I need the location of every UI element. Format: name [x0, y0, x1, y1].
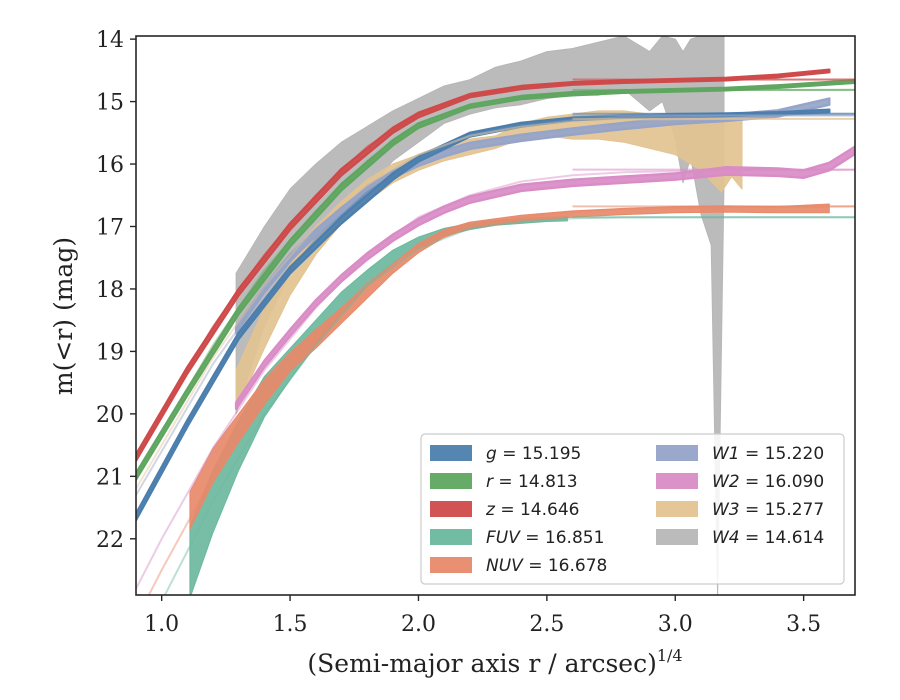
legend-swatch: [656, 529, 698, 545]
legend-label: NUV = 16.678: [486, 556, 607, 576]
y-tick-label: 16: [96, 153, 124, 178]
y-tick-label: 22: [96, 528, 124, 553]
legend-label: g = 15.195: [486, 444, 581, 464]
legend-swatch: [430, 529, 472, 545]
model-curve: [147, 205, 855, 595]
legend-label: z = 14.646: [485, 500, 579, 520]
series-band: [234, 145, 855, 411]
y-tick-label: 18: [96, 278, 124, 303]
legend: g = 15.195 r = 14.813 z = 14.646 FUV = 16.8…: [420, 433, 845, 585]
x-axis-label: (Semi-major axis r / arcsec)1/4: [307, 646, 682, 678]
x-tick-label: 2.0: [401, 612, 436, 637]
legend-swatch: [656, 445, 698, 461]
legend-label: FUV = 16.851: [486, 528, 604, 548]
series-bands: [136, 36, 855, 595]
legend-label: W1 = 15.220: [712, 444, 824, 464]
x-tick-label: 2.5: [529, 612, 564, 637]
legend-swatch: [656, 473, 698, 489]
legend-label: W4 = 14.614: [712, 528, 824, 548]
y-tick-label: 14: [96, 28, 124, 53]
model-curve: [163, 216, 855, 595]
legend-swatch: [656, 501, 698, 517]
model-curve: [136, 168, 855, 590]
y-tick-label: 15: [96, 91, 124, 116]
series-band: [136, 79, 855, 481]
legend-swatch: [430, 445, 472, 461]
series-model-curves: [136, 78, 855, 595]
legend-swatch: [430, 557, 472, 573]
y-tick-label: 20: [96, 403, 124, 428]
x-tick-label: 1.0: [144, 612, 179, 637]
x-tick-label: 1.5: [273, 612, 308, 637]
y-tick-label: 21: [96, 465, 124, 490]
model-curve: [136, 88, 855, 477]
y-tick-label: 19: [96, 340, 124, 365]
model-curve: [136, 117, 855, 490]
legend-label: r = 14.813: [486, 472, 578, 492]
series-band: [189, 216, 568, 595]
x-axis-ticks: 1.0 1.5 2.0 2.5 3.0 3.5: [144, 595, 821, 637]
model-curve: [136, 78, 855, 459]
y-tick-label: 17: [96, 215, 124, 240]
model-curve: [136, 114, 855, 496]
legend-frame: [420, 433, 845, 585]
y-axis-label: m(<r) (mag): [49, 237, 78, 395]
model-curve: [136, 112, 855, 521]
x-axis-label-main: (Semi-major axis r / arcsec): [307, 649, 656, 678]
plot-frame: [135, 35, 856, 596]
legend-label: W3 = 15.277: [712, 500, 824, 520]
series-band: [136, 108, 831, 522]
series-band: [234, 97, 831, 334]
x-tick-label: 3.0: [658, 612, 693, 637]
series-band: [136, 68, 831, 462]
legend-label: W2 = 16.090: [712, 472, 824, 492]
legend-swatch: [430, 501, 472, 517]
y-axis-ticks: 14 15 16 17 18 19 20 21 22: [96, 28, 136, 553]
series-band: [189, 203, 830, 530]
x-axis-label-superscript: 1/4: [657, 646, 683, 665]
x-tick-label: 3.5: [786, 612, 821, 637]
legend-swatch: [430, 473, 472, 489]
